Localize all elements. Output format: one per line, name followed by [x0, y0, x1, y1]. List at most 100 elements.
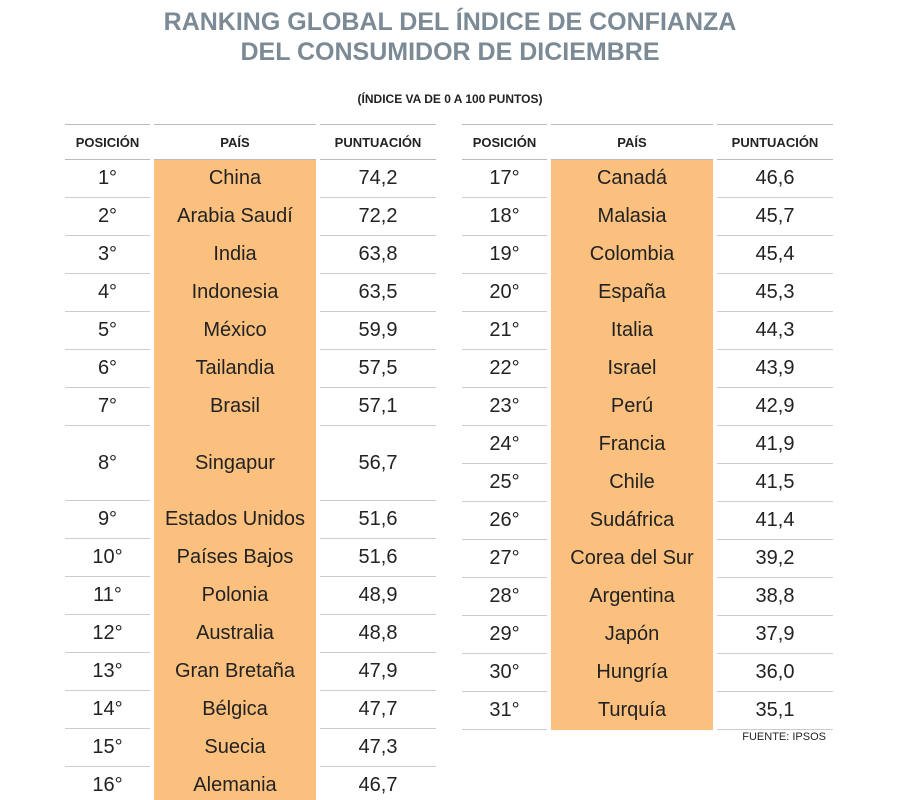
- score: 45,4: [717, 236, 833, 274]
- row: 3° India 63,8: [65, 236, 436, 274]
- score: 47,7: [320, 691, 436, 729]
- country: Suecia: [154, 729, 316, 767]
- cell-text: 15°: [92, 736, 123, 758]
- cell-text: Japón: [604, 623, 660, 645]
- country: Gran Bretaña: [154, 653, 316, 691]
- country: China: [154, 160, 316, 198]
- row: 2° Arabia Saudí 72,2: [65, 198, 436, 236]
- cell-text: 6°: [97, 357, 118, 379]
- score: 57,5: [320, 350, 436, 388]
- cell-text: Malasia: [597, 205, 667, 227]
- row: 17° Canadá 46,6: [462, 160, 833, 198]
- country: Alemania: [154, 767, 316, 800]
- cell-text: 39,2: [755, 547, 795, 569]
- cell-text: Suecia: [204, 736, 266, 758]
- cell-text: 41,9: [755, 433, 795, 455]
- cell-text: 17°: [489, 167, 520, 189]
- cell-text: 59,9: [358, 319, 398, 341]
- cell-text: 47,3: [358, 736, 398, 758]
- cell-text: Gran Bretaña: [174, 660, 296, 682]
- cell-text: Estados Unidos: [164, 508, 306, 530]
- row: 20° España 45,3: [462, 274, 833, 312]
- row: 18° Malasia 45,7: [462, 198, 833, 236]
- country: Corea del Sur: [551, 540, 713, 578]
- cell-text: Países Bajos: [176, 546, 294, 568]
- row: 16° Alemania 46,7: [65, 767, 436, 800]
- row: 6° Tailandia 57,5: [65, 350, 436, 388]
- row: 23° Perú 42,9: [462, 388, 833, 426]
- subtitle: (ÍNDICE VA DE 0 A 100 PUNTOS): [357, 92, 543, 106]
- cell-text: 10°: [92, 546, 123, 568]
- country: Tailandia: [154, 350, 316, 388]
- column-header: POSICIÓN: [462, 124, 547, 160]
- header-row: POSICIÓN PAÍS PUNTUACIÓN: [65, 124, 436, 160]
- cell-text: Canadá: [596, 167, 668, 189]
- country: Australia: [154, 615, 316, 653]
- country: Hungría: [551, 654, 713, 692]
- cell-text: 8°: [97, 451, 118, 474]
- cell-text: 37,9: [755, 623, 795, 645]
- score: 57,1: [320, 388, 436, 426]
- cell-text: 63,5: [358, 281, 398, 303]
- position: 7°: [65, 388, 150, 426]
- score: 36,0: [717, 654, 833, 692]
- position: 31°: [462, 692, 547, 730]
- country: Bélgica: [154, 691, 316, 729]
- cell-text: Singapur: [194, 452, 276, 474]
- row: 5° México 59,9: [65, 312, 436, 350]
- cell-text: 47,9: [358, 660, 398, 682]
- row: 31° Turquía 35,1: [462, 692, 833, 730]
- position: 22°: [462, 350, 547, 388]
- score: 72,2: [320, 198, 436, 236]
- score: 45,3: [717, 274, 833, 312]
- cell-text: 26°: [489, 509, 520, 531]
- cell-text: 12°: [92, 622, 123, 644]
- cell-text: India: [213, 243, 257, 265]
- row: 8° Singapur 56,7: [65, 426, 436, 501]
- score: 43,9: [717, 350, 833, 388]
- row: 4° Indonesia 63,5: [65, 274, 436, 312]
- cell-text: España: [598, 281, 666, 303]
- position: 13°: [65, 653, 150, 691]
- cell-text: China: [208, 167, 262, 189]
- position: 9°: [65, 501, 150, 539]
- cell-text: 30°: [489, 661, 520, 683]
- cell-text: Alemania: [193, 774, 277, 796]
- cell-text: 48,9: [358, 584, 398, 606]
- row: 21° Italia 44,3: [462, 312, 833, 350]
- country: Estados Unidos: [154, 501, 316, 539]
- cell-text: Colombia: [589, 243, 675, 265]
- cell-text: 48,8: [358, 622, 398, 644]
- score: 63,5: [320, 274, 436, 312]
- cell-text: 21°: [489, 319, 520, 341]
- position: 2°: [65, 198, 150, 236]
- country: Arabia Saudí: [154, 198, 316, 236]
- country: Indonesia: [154, 274, 316, 312]
- position: 24°: [462, 426, 547, 464]
- position: 30°: [462, 654, 547, 692]
- cell-text: 28°: [489, 585, 520, 607]
- row: 12° Australia 48,8: [65, 615, 436, 653]
- cell-text: 57,5: [358, 357, 398, 379]
- cell-text: Brasil: [209, 395, 260, 417]
- country: Perú: [551, 388, 713, 426]
- position: 21°: [462, 312, 547, 350]
- country: Malasia: [551, 198, 713, 236]
- score: 51,6: [320, 539, 436, 577]
- score: 37,9: [717, 616, 833, 654]
- cell-text: Argentina: [589, 585, 675, 607]
- cell-text: 22°: [489, 357, 520, 379]
- row: 29° Japón 37,9: [462, 616, 833, 654]
- position: 11°: [65, 577, 150, 615]
- country: India: [154, 236, 316, 274]
- cell-text: 23°: [489, 395, 520, 417]
- score: 41,4: [717, 502, 833, 540]
- position: 15°: [65, 729, 150, 767]
- row: 19° Colombia 45,4: [462, 236, 833, 274]
- score: 42,9: [717, 388, 833, 426]
- position: 28°: [462, 578, 547, 616]
- cell-text: 47,7: [358, 698, 398, 720]
- cell-text: Corea del Sur: [570, 547, 694, 569]
- cell-text: 31°: [489, 699, 520, 721]
